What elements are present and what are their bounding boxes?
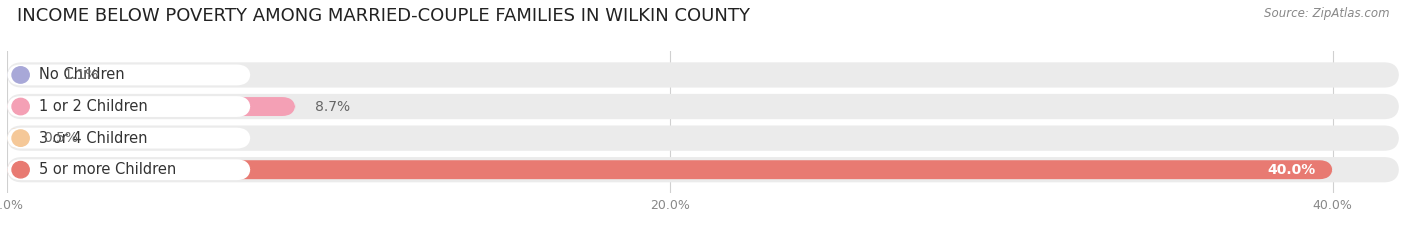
Text: 40.0%: 40.0%: [1268, 163, 1316, 177]
FancyBboxPatch shape: [7, 160, 1333, 179]
FancyBboxPatch shape: [7, 159, 250, 180]
Text: 5 or more Children: 5 or more Children: [39, 162, 176, 177]
Text: 3 or 4 Children: 3 or 4 Children: [39, 131, 148, 146]
Text: 8.7%: 8.7%: [315, 99, 350, 113]
FancyBboxPatch shape: [7, 126, 1399, 151]
FancyBboxPatch shape: [7, 94, 1399, 119]
Circle shape: [13, 98, 30, 115]
FancyBboxPatch shape: [7, 96, 250, 117]
FancyBboxPatch shape: [7, 157, 1399, 182]
Text: INCOME BELOW POVERTY AMONG MARRIED-COUPLE FAMILIES IN WILKIN COUNTY: INCOME BELOW POVERTY AMONG MARRIED-COUPL…: [17, 7, 749, 25]
Text: Source: ZipAtlas.com: Source: ZipAtlas.com: [1264, 7, 1389, 20]
Circle shape: [13, 67, 30, 83]
Circle shape: [13, 161, 30, 178]
FancyBboxPatch shape: [7, 62, 1399, 88]
FancyBboxPatch shape: [7, 128, 250, 149]
Circle shape: [13, 130, 30, 146]
Text: 1 or 2 Children: 1 or 2 Children: [39, 99, 148, 114]
Text: 0.5%: 0.5%: [44, 131, 79, 145]
Text: 1.1%: 1.1%: [63, 68, 98, 82]
FancyBboxPatch shape: [7, 65, 250, 85]
FancyBboxPatch shape: [7, 97, 295, 116]
Text: No Children: No Children: [39, 67, 125, 82]
FancyBboxPatch shape: [7, 129, 24, 147]
FancyBboxPatch shape: [7, 65, 44, 84]
